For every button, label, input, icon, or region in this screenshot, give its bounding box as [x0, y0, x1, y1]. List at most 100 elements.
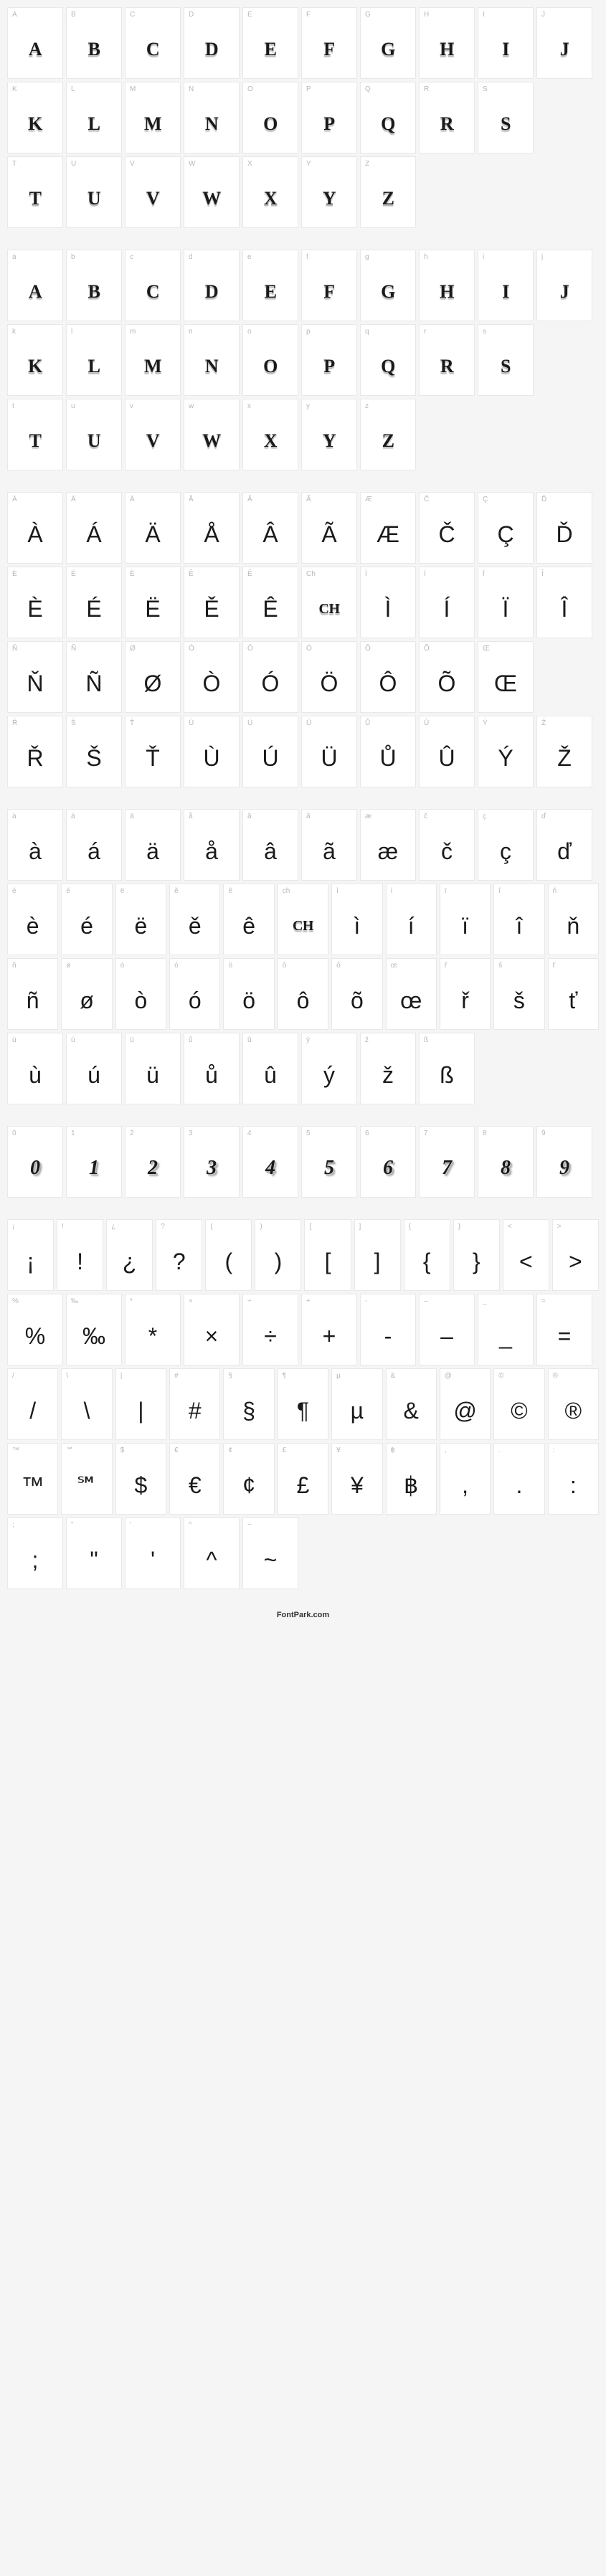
glyph-cell[interactable]: ¥¥ [331, 1443, 382, 1515]
glyph-cell[interactable]: zZ [360, 399, 416, 470]
glyph-cell[interactable]: lL [66, 324, 122, 396]
glyph-cell[interactable]: pP [301, 324, 357, 396]
glyph-cell[interactable]: ùù [7, 1033, 63, 1104]
glyph-cell[interactable]: dD [184, 250, 240, 321]
glyph-cell[interactable]: cC [125, 250, 181, 321]
glyph-cell[interactable]: ** [125, 1294, 181, 1365]
glyph-cell[interactable]: óó [169, 958, 220, 1030]
glyph-cell[interactable]: šš [493, 958, 544, 1030]
glyph-cell[interactable]: "" [66, 1517, 122, 1589]
glyph-cell[interactable]: 88 [478, 1126, 534, 1198]
glyph-cell[interactable]: ïï [440, 884, 491, 955]
glyph-cell[interactable]: ¡¡ [7, 1219, 54, 1291]
glyph-cell[interactable]: ÈÈ [7, 567, 63, 638]
glyph-cell[interactable]: jJ [536, 250, 592, 321]
glyph-cell[interactable]: 77 [419, 1126, 475, 1198]
glyph-cell[interactable]: ÉÉ [66, 567, 122, 638]
glyph-cell[interactable]: ;; [7, 1517, 63, 1589]
glyph-cell[interactable]: ?? [156, 1219, 202, 1291]
glyph-cell[interactable]: LL [66, 82, 122, 153]
glyph-cell[interactable]: 66 [360, 1126, 416, 1198]
glyph-cell[interactable]: ëë [115, 884, 166, 955]
glyph-cell[interactable]: XX [242, 156, 298, 228]
glyph-cell[interactable]: == [536, 1294, 592, 1365]
glyph-cell[interactable]: ÆÆ [360, 492, 416, 564]
glyph-cell[interactable]: ¢¢ [223, 1443, 274, 1515]
glyph-cell[interactable]: ÒÒ [184, 641, 240, 713]
glyph-cell[interactable]: WW [184, 156, 240, 228]
glyph-cell[interactable]: ŮŮ [360, 716, 416, 787]
glyph-cell[interactable]: ℠℠ [61, 1443, 112, 1515]
glyph-cell[interactable]: čč [419, 809, 475, 881]
glyph-cell[interactable]: ÙÙ [184, 716, 240, 787]
glyph-cell[interactable]: řř [440, 958, 491, 1030]
glyph-cell[interactable]: >> [552, 1219, 599, 1291]
glyph-cell[interactable]: ČČ [419, 492, 475, 564]
glyph-cell[interactable]: 55 [301, 1126, 357, 1198]
glyph-cell[interactable]: ‰‰ [66, 1294, 122, 1365]
glyph-cell[interactable]: ÂÂ [242, 492, 298, 564]
glyph-cell[interactable]: ÇÇ [478, 492, 534, 564]
glyph-cell[interactable]: ŠŠ [66, 716, 122, 787]
glyph-cell[interactable]: ĚĚ [184, 567, 240, 638]
glyph-cell[interactable]: ZZ [360, 156, 416, 228]
glyph-cell[interactable]: UU [66, 156, 122, 228]
glyph-cell[interactable]: QQ [360, 82, 416, 153]
glyph-cell[interactable]: ËË [125, 567, 181, 638]
glyph-cell[interactable]: ŘŘ [7, 716, 63, 787]
glyph-cell[interactable]: ÝÝ [478, 716, 534, 787]
glyph-cell[interactable]: HH [419, 7, 475, 79]
glyph-cell[interactable]: üü [125, 1033, 181, 1104]
glyph-cell[interactable]: {{ [404, 1219, 450, 1291]
glyph-cell[interactable]: %% [7, 1294, 63, 1365]
glyph-cell[interactable]: [[ [304, 1219, 351, 1291]
glyph-cell[interactable]: ŽŽ [536, 716, 592, 787]
glyph-cell[interactable]: \\ [61, 1368, 112, 1440]
glyph-cell[interactable]: àà [7, 809, 63, 881]
glyph-cell[interactable]: ňň [548, 884, 599, 955]
glyph-cell[interactable]: VV [125, 156, 181, 228]
glyph-cell[interactable]: DD [184, 7, 240, 79]
glyph-cell[interactable]: << [503, 1219, 549, 1291]
glyph-cell[interactable]: xX [242, 399, 298, 470]
glyph-cell[interactable]: chCH [278, 884, 328, 955]
glyph-cell[interactable]: @@ [440, 1368, 491, 1440]
glyph-cell[interactable]: ÎÎ [536, 567, 592, 638]
glyph-cell[interactable]: îî [493, 884, 544, 955]
glyph-cell[interactable]: òò [115, 958, 166, 1030]
glyph-cell[interactable]: €€ [169, 1443, 220, 1515]
glyph-cell[interactable]: 33 [184, 1126, 240, 1198]
glyph-cell[interactable]: wW [184, 399, 240, 470]
glyph-cell[interactable]: gG [360, 250, 416, 321]
glyph-cell[interactable]: ÕÕ [419, 641, 475, 713]
glyph-cell[interactable]: çç [478, 809, 534, 881]
glyph-cell[interactable]: 44 [242, 1126, 298, 1198]
glyph-cell[interactable]: ŤŤ [125, 716, 181, 787]
glyph-cell[interactable]: ÚÚ [242, 716, 298, 787]
glyph-cell[interactable]: rR [419, 324, 475, 396]
glyph-cell[interactable]: tT [7, 399, 63, 470]
glyph-cell[interactable]: ÷÷ [242, 1294, 298, 1365]
glyph-cell[interactable]: ¿¿ [106, 1219, 153, 1291]
glyph-cell[interactable]: åå [184, 809, 240, 881]
glyph-cell[interactable]: ĎĎ [536, 492, 592, 564]
glyph-cell[interactable]: ãã [301, 809, 357, 881]
glyph-cell[interactable]: ^^ [184, 1517, 240, 1589]
glyph-cell[interactable]: ěě [169, 884, 220, 955]
glyph-cell[interactable]: êê [223, 884, 274, 955]
glyph-cell[interactable]: || [115, 1368, 166, 1440]
glyph-cell[interactable]: ìì [331, 884, 382, 955]
glyph-cell[interactable]: nN [184, 324, 240, 396]
glyph-cell[interactable]: GG [360, 7, 416, 79]
glyph-cell[interactable]: .. [493, 1443, 544, 1515]
glyph-cell[interactable]: ÊÊ [242, 567, 298, 638]
glyph-cell[interactable]: œœ [386, 958, 437, 1030]
glyph-cell[interactable]: 11 [66, 1126, 122, 1198]
glyph-cell[interactable]: hH [419, 250, 475, 321]
glyph-cell[interactable]: && [386, 1368, 437, 1440]
glyph-cell[interactable]: ññ [7, 958, 58, 1030]
glyph-cell[interactable]: $$ [115, 1443, 166, 1515]
glyph-cell[interactable]: 22 [125, 1126, 181, 1198]
glyph-cell[interactable]: -- [360, 1294, 416, 1365]
glyph-cell[interactable]: ÏÏ [478, 567, 534, 638]
